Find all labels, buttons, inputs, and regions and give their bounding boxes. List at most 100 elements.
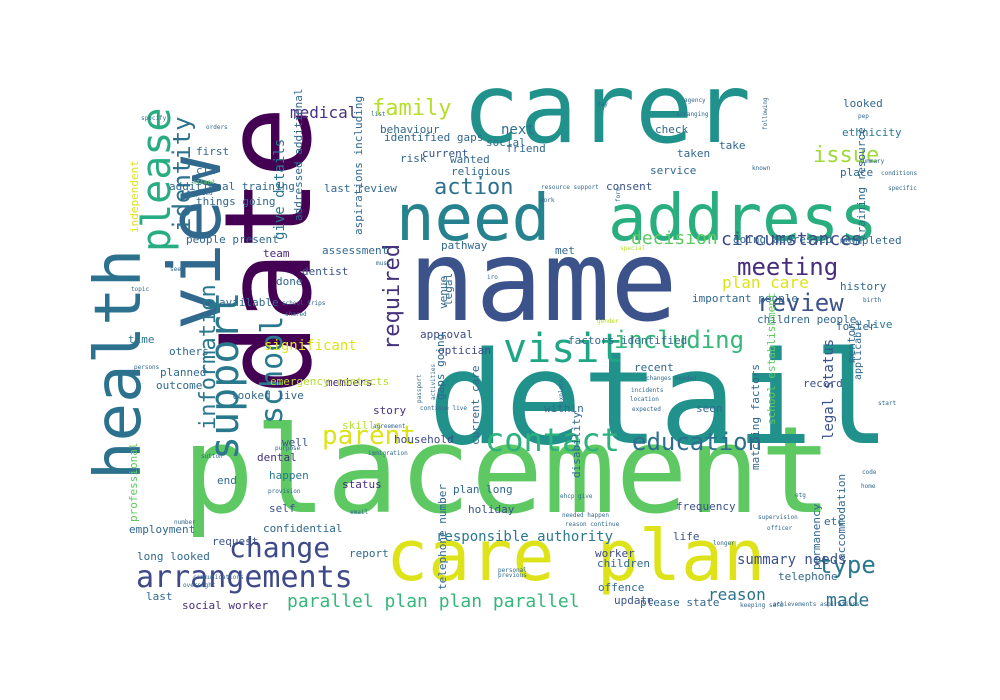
word-part: part bbox=[840, 237, 855, 244]
word-start: start bbox=[878, 400, 896, 407]
word-venue: venue bbox=[437, 276, 450, 309]
word-training-resource: training resource bbox=[855, 127, 868, 240]
word-summary-needs: summary needs bbox=[737, 552, 847, 568]
word-birth: birth bbox=[863, 297, 881, 304]
word-independent: independent bbox=[128, 160, 141, 233]
word-need: need bbox=[396, 182, 550, 256]
word-required: required bbox=[380, 244, 405, 350]
word-plan-long: plan long bbox=[453, 483, 513, 496]
word-service: service bbox=[650, 164, 696, 177]
word-shared: shared bbox=[285, 311, 307, 318]
word-dentist: dentist bbox=[302, 265, 348, 278]
word-going-addressed: going addressed bbox=[733, 233, 832, 246]
word-things-going: things going bbox=[196, 195, 275, 208]
word-happen: happen bbox=[269, 469, 309, 482]
word-change: change bbox=[229, 531, 330, 564]
word-decision: decision bbox=[631, 228, 718, 249]
word-mentor: mentor bbox=[845, 323, 858, 363]
word-resource-support: resource support bbox=[541, 184, 599, 191]
word-assessment: assessment bbox=[322, 244, 388, 257]
word-employment: employment bbox=[129, 523, 195, 536]
word-including: including bbox=[614, 326, 744, 354]
word-plan-care: plan care bbox=[722, 273, 809, 292]
word-family: family bbox=[372, 96, 451, 121]
word-incidents: incidents bbox=[631, 387, 664, 394]
word-looked-live: looked live bbox=[231, 389, 304, 402]
word-identity: identity bbox=[168, 116, 196, 232]
word-care-plan: care plan bbox=[386, 515, 765, 597]
word-report: report bbox=[349, 547, 389, 560]
word-reason-continue: reason continue bbox=[565, 521, 620, 528]
word-iro: iro bbox=[487, 274, 498, 281]
word-give-details: give details bbox=[272, 139, 288, 240]
word-agreed: agreed bbox=[191, 190, 213, 197]
word-information: information bbox=[196, 284, 221, 430]
word-name: name bbox=[408, 217, 678, 347]
word-life: life bbox=[673, 530, 700, 543]
word-code: code bbox=[862, 469, 877, 476]
word-passport: passport bbox=[416, 374, 423, 403]
word-meeting: meeting bbox=[737, 253, 838, 281]
word-confidential: confidential bbox=[263, 522, 342, 535]
word-following: following bbox=[762, 97, 769, 130]
word-keeping-safe: keeping safe bbox=[740, 602, 784, 609]
word-supervision: supervision bbox=[758, 514, 798, 521]
word-arranging: arranging bbox=[676, 111, 709, 118]
word-current-care: current care bbox=[469, 366, 482, 445]
word-planned: planned bbox=[160, 366, 206, 379]
word-overnight: overnight bbox=[183, 582, 216, 589]
word-last: last bbox=[146, 590, 173, 603]
word-number: number bbox=[174, 519, 196, 526]
word-update: update bbox=[614, 594, 654, 607]
word-previous: previous bbox=[498, 572, 527, 579]
word-skills: skills bbox=[342, 419, 382, 432]
word-agreement: agreement bbox=[373, 423, 406, 430]
word-specific: specific bbox=[888, 185, 917, 192]
word-education: education bbox=[632, 428, 762, 456]
word-ethnicity: ethnicity bbox=[842, 126, 902, 139]
word-personal: personal bbox=[498, 567, 527, 574]
word-visit: visit bbox=[503, 326, 623, 372]
word-seen: seen bbox=[696, 402, 723, 415]
word-identified-gaps: identified gaps bbox=[384, 131, 483, 144]
word-first: first bbox=[196, 145, 229, 158]
word-communications: communications bbox=[193, 574, 244, 581]
word-view: view bbox=[153, 156, 237, 330]
word-recent: recent bbox=[634, 361, 674, 374]
word-matching-factors: matching factors bbox=[749, 364, 762, 470]
word-offence: offence bbox=[598, 581, 644, 594]
word-purpose: purpose bbox=[275, 445, 301, 452]
word-reason: reason bbox=[708, 585, 766, 604]
word-legal-status: legal status bbox=[821, 339, 837, 440]
word-orders: orders bbox=[206, 124, 228, 131]
word-risk: risk bbox=[400, 152, 427, 165]
word-action: action bbox=[434, 175, 513, 200]
word-changes-needed: changes needed bbox=[646, 375, 697, 382]
word-frequency: frequency bbox=[676, 500, 736, 513]
word-self: self bbox=[269, 502, 296, 515]
word-end: end bbox=[217, 474, 237, 487]
word-applicable: applicable bbox=[853, 320, 864, 380]
word-conditions: conditions bbox=[881, 170, 918, 177]
word-others: others bbox=[169, 345, 209, 358]
word-significant: significant bbox=[264, 338, 357, 354]
word-summary: summary bbox=[859, 158, 885, 165]
word-team: team bbox=[263, 247, 290, 260]
word-detail: detail bbox=[428, 325, 890, 474]
word-pathway: pathway bbox=[441, 239, 488, 252]
word-ehcp-give: ehcp give bbox=[560, 493, 593, 500]
word-cla: cla bbox=[196, 164, 216, 177]
word-officer: officer bbox=[767, 525, 793, 532]
word-work: work bbox=[540, 197, 555, 204]
word-etg: etg bbox=[795, 492, 806, 499]
word-carer: carer bbox=[462, 53, 751, 165]
word-made: made bbox=[826, 590, 869, 611]
word-children-people: children people bbox=[757, 313, 856, 326]
word-telephone-number: telephone number bbox=[436, 484, 449, 590]
word-telephone: telephone bbox=[778, 570, 838, 583]
word-gaps-going: gaps going bbox=[434, 334, 447, 400]
word-household: household bbox=[394, 433, 454, 446]
word-agency: agency bbox=[684, 97, 706, 104]
word-permanency: permanency bbox=[810, 503, 823, 570]
word-last-review: last review bbox=[324, 182, 397, 195]
